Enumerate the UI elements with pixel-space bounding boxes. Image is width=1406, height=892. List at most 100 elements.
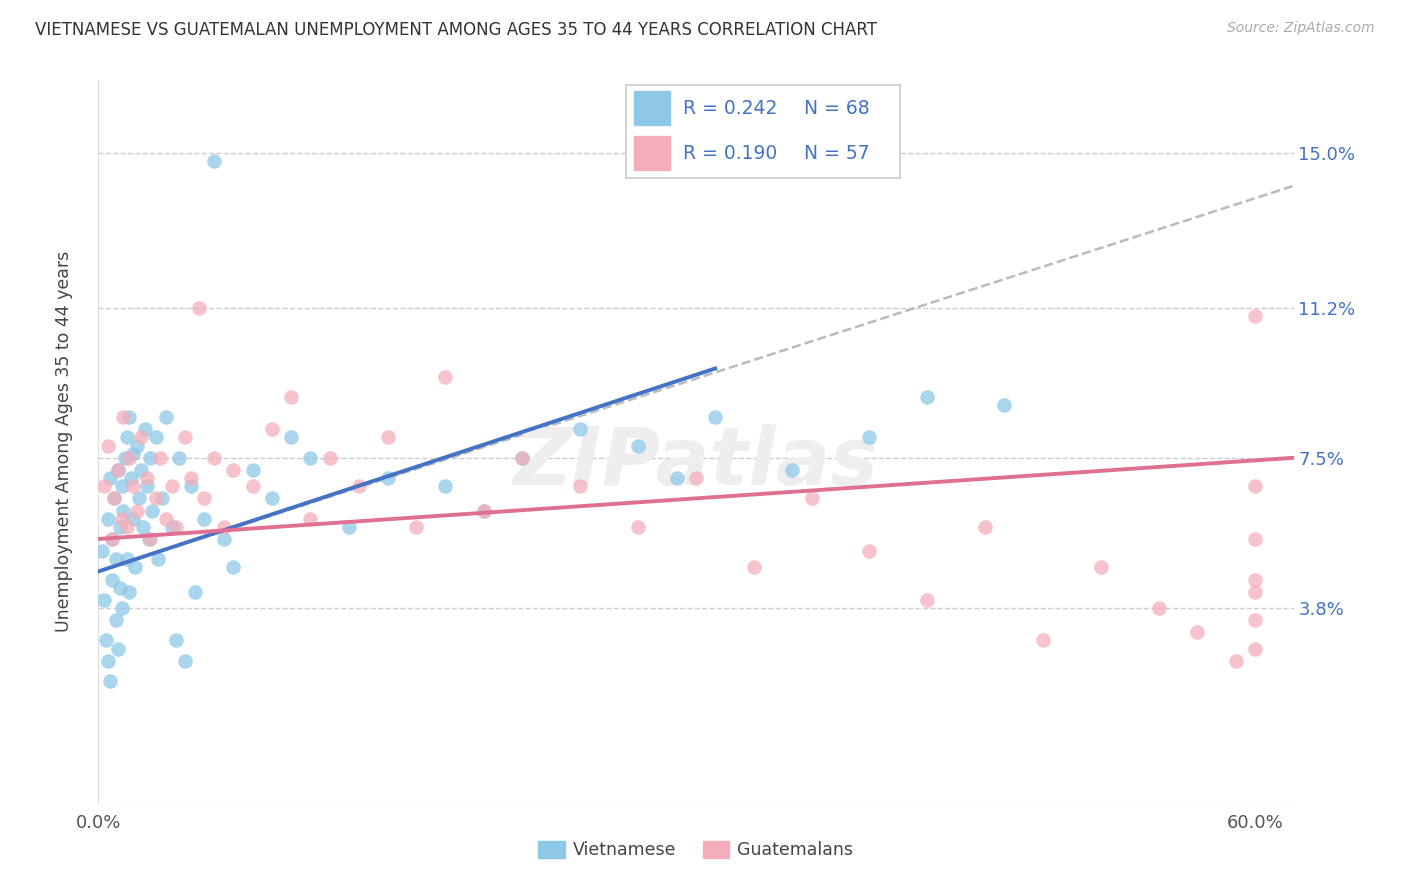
- Point: [1244, 613, 1267, 627]
- Point: [974, 520, 997, 534]
- Point: [139, 450, 162, 465]
- Point: [150, 491, 173, 506]
- Point: [165, 633, 187, 648]
- Legend: Vietnamese, Guatemalans: Vietnamese, Guatemalans: [531, 834, 860, 866]
- Point: [128, 491, 150, 506]
- Point: [124, 560, 146, 574]
- Point: [242, 463, 264, 477]
- Point: [139, 532, 162, 546]
- Point: [149, 450, 172, 465]
- Point: [91, 544, 114, 558]
- Point: [122, 479, 145, 493]
- Point: [108, 520, 131, 534]
- Point: [260, 422, 283, 436]
- Point: [138, 532, 160, 546]
- Point: [184, 584, 207, 599]
- Point: [114, 450, 136, 465]
- Point: [141, 503, 163, 517]
- Point: [1147, 601, 1170, 615]
- Point: [107, 463, 129, 477]
- Point: [569, 479, 592, 493]
- Point: [145, 491, 167, 506]
- Point: [299, 450, 322, 465]
- Point: [108, 581, 131, 595]
- Point: [202, 154, 225, 169]
- Point: [117, 520, 139, 534]
- Point: [174, 654, 197, 668]
- Point: [134, 422, 156, 436]
- Text: ZIPatlas: ZIPatlas: [513, 425, 879, 502]
- Point: [1244, 309, 1267, 323]
- Point: [118, 450, 141, 465]
- Point: [122, 447, 145, 461]
- Point: [212, 532, 235, 546]
- Text: Source: ZipAtlas.com: Source: ZipAtlas.com: [1227, 21, 1375, 35]
- Point: [97, 511, 120, 525]
- Point: [782, 463, 804, 477]
- Point: [299, 511, 322, 525]
- Point: [222, 560, 245, 574]
- Point: [103, 491, 125, 506]
- Point: [169, 450, 191, 465]
- Point: [129, 430, 152, 444]
- Point: [377, 471, 399, 485]
- Y-axis label: Unemployment Among Ages 35 to 44 years: Unemployment Among Ages 35 to 44 years: [55, 251, 73, 632]
- Point: [165, 520, 187, 534]
- Point: [135, 479, 157, 493]
- Text: N = 68: N = 68: [804, 99, 869, 118]
- Point: [122, 511, 145, 525]
- Point: [569, 422, 592, 436]
- Point: [180, 479, 202, 493]
- Point: [125, 503, 148, 517]
- Point: [187, 301, 209, 315]
- Point: [97, 439, 120, 453]
- Point: [704, 410, 727, 425]
- Point: [280, 430, 302, 444]
- Point: [917, 390, 939, 404]
- Point: [93, 592, 115, 607]
- Point: [101, 573, 124, 587]
- Point: [260, 491, 283, 506]
- Point: [132, 520, 155, 534]
- Point: [1244, 479, 1267, 493]
- Text: VIETNAMESE VS GUATEMALAN UNEMPLOYMENT AMONG AGES 35 TO 44 YEARS CORRELATION CHAR: VIETNAMESE VS GUATEMALAN UNEMPLOYMENT AM…: [35, 21, 877, 38]
- Point: [1090, 560, 1112, 574]
- Point: [512, 450, 534, 465]
- Point: [1185, 625, 1208, 640]
- Point: [280, 390, 302, 404]
- Point: [180, 471, 202, 485]
- Point: [512, 450, 534, 465]
- Point: [110, 601, 132, 615]
- Point: [101, 532, 124, 546]
- Point: [107, 463, 129, 477]
- Point: [103, 491, 125, 506]
- Text: N = 57: N = 57: [804, 144, 869, 162]
- Point: [118, 410, 141, 425]
- Point: [112, 503, 135, 517]
- Point: [742, 560, 765, 574]
- Point: [202, 450, 225, 465]
- Point: [94, 633, 117, 648]
- Point: [110, 479, 132, 493]
- Point: [242, 479, 264, 493]
- Point: [1244, 584, 1267, 599]
- Point: [917, 592, 939, 607]
- Point: [434, 369, 457, 384]
- Point: [858, 544, 880, 558]
- Point: [434, 479, 457, 493]
- Point: [155, 410, 177, 425]
- Point: [97, 654, 120, 668]
- Point: [160, 479, 183, 493]
- Point: [174, 430, 197, 444]
- Point: [472, 503, 495, 517]
- Point: [800, 491, 823, 506]
- Point: [117, 430, 139, 444]
- Point: [1244, 573, 1267, 587]
- Point: [98, 673, 121, 688]
- Point: [1244, 532, 1267, 546]
- Point: [319, 450, 342, 465]
- Point: [1032, 633, 1054, 648]
- Point: [337, 520, 360, 534]
- Point: [472, 503, 495, 517]
- Point: [1244, 641, 1267, 656]
